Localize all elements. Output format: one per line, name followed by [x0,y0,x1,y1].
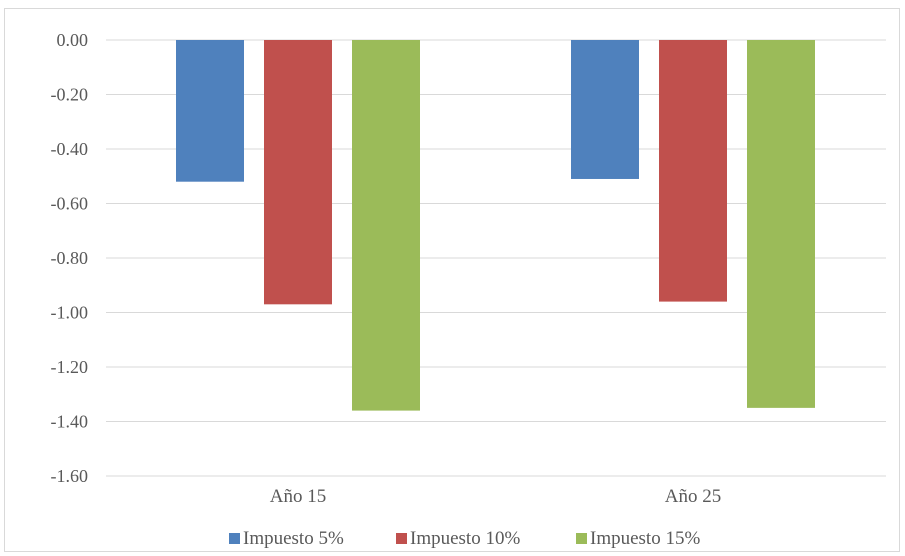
bar-impuesto-15--1 [747,40,815,408]
bar-impuesto-5--0 [176,40,244,182]
legend-label: Impuesto 10% [410,528,520,549]
legend-swatch [396,533,407,544]
bar-impuesto-15--0 [352,40,420,411]
bars [176,40,815,411]
bar-impuesto-10--1 [659,40,727,302]
legend-label: Impuesto 15% [590,528,700,549]
y-tick-label: 0.00 [57,30,89,50]
y-tick-label: -0.20 [51,85,89,105]
y-tick-label: -0.80 [51,248,89,268]
y-axis-ticks: 0.00 -0.20 -0.40 -0.60 -0.80 -1.00 -1.20 -1.40 -… [51,30,89,486]
y-tick-label: -0.40 [51,139,89,159]
x-category-label: Año 15 [270,486,326,507]
y-tick-label: -1.20 [51,357,89,377]
legend: Impuesto 5% Impuesto 10% Impuesto 15% [229,528,700,549]
y-tick-label: -1.40 [51,412,89,432]
x-axis-categories: Año 15 Año 25 [270,486,721,507]
bar-impuesto-10--0 [264,40,332,305]
legend-swatch [229,533,240,544]
x-category-label: Año 25 [665,486,721,507]
y-tick-label: -1.60 [51,466,89,486]
bar-impuesto-5--1 [571,40,639,179]
y-tick-label: -0.60 [51,194,89,214]
y-tick-label: -1.00 [51,303,89,323]
legend-swatch [576,533,587,544]
legend-label: Impuesto 5% [243,528,344,549]
